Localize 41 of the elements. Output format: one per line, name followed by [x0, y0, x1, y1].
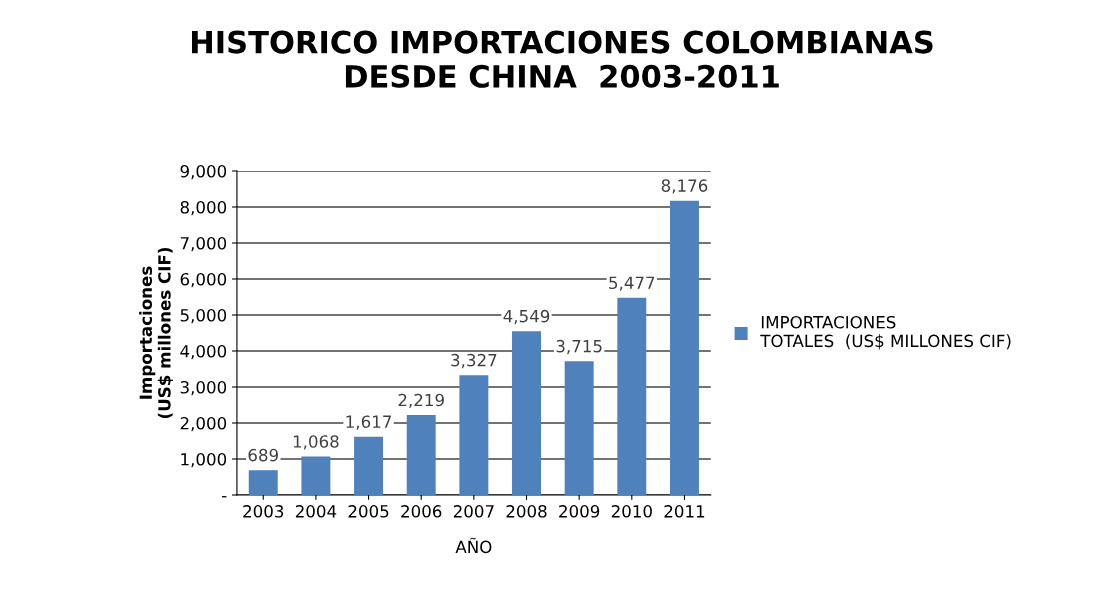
x-tick-label: 2003 [243, 505, 284, 518]
bar [459, 375, 489, 495]
y-tick-label: 3,000 [180, 380, 227, 396]
y-tick-label: 6,000 [180, 272, 227, 288]
bar [564, 361, 594, 495]
y-tick-label: 8,000 [180, 200, 227, 216]
x-tick-label: 2006 [401, 505, 442, 518]
bar [354, 436, 384, 495]
x-tick-label: 2011 [664, 505, 705, 518]
data-label: 5,477 [609, 276, 655, 291]
bar [248, 470, 278, 495]
data-label: 8,176 [661, 179, 708, 194]
y-tick-label: 7,000 [180, 236, 227, 252]
x-tick-label: 2008 [506, 505, 547, 518]
y-axis-title: Importaciones (US$ millones CIF) [139, 248, 173, 418]
bar [512, 331, 541, 495]
chart-title: HISTORICO IMPORTACIONES COLOMBIANAS DESDE CHINA 2003-2011 [192, 30, 933, 88]
y-tick-label: 5,000 [180, 308, 227, 324]
data-label: 2,219 [398, 393, 444, 409]
data-label: 3,327 [451, 353, 497, 369]
bar [669, 200, 699, 495]
x-tick-label: 2004 [295, 505, 337, 518]
y-tick-label: 2,000 [180, 416, 227, 432]
y-tick-label: 4,000 [180, 344, 227, 360]
data-label: 689 [248, 448, 278, 462]
x-tick-label: 2010 [611, 505, 652, 518]
data-label: 1,617 [346, 415, 391, 430]
legend-label: IMPORTACIONES TOTALES (US$ MILLONES CIF) [760, 315, 1011, 350]
y-tick-label: - [222, 496, 227, 498]
data-label: 1,068 [293, 435, 339, 450]
x-tick-label: 2007 [453, 505, 494, 518]
bar [301, 456, 331, 495]
data-label: 3,715 [556, 339, 602, 355]
x-tick-label: 2009 [559, 505, 600, 518]
bar [617, 297, 647, 495]
data-label: 4,549 [503, 309, 550, 325]
x-tick-label: 2005 [348, 505, 389, 518]
y-tick-label: 9,000 [180, 164, 227, 180]
x-axis-title: AÑO [455, 537, 492, 554]
bar [406, 415, 436, 495]
y-tick-label: 1,000 [181, 452, 227, 468]
